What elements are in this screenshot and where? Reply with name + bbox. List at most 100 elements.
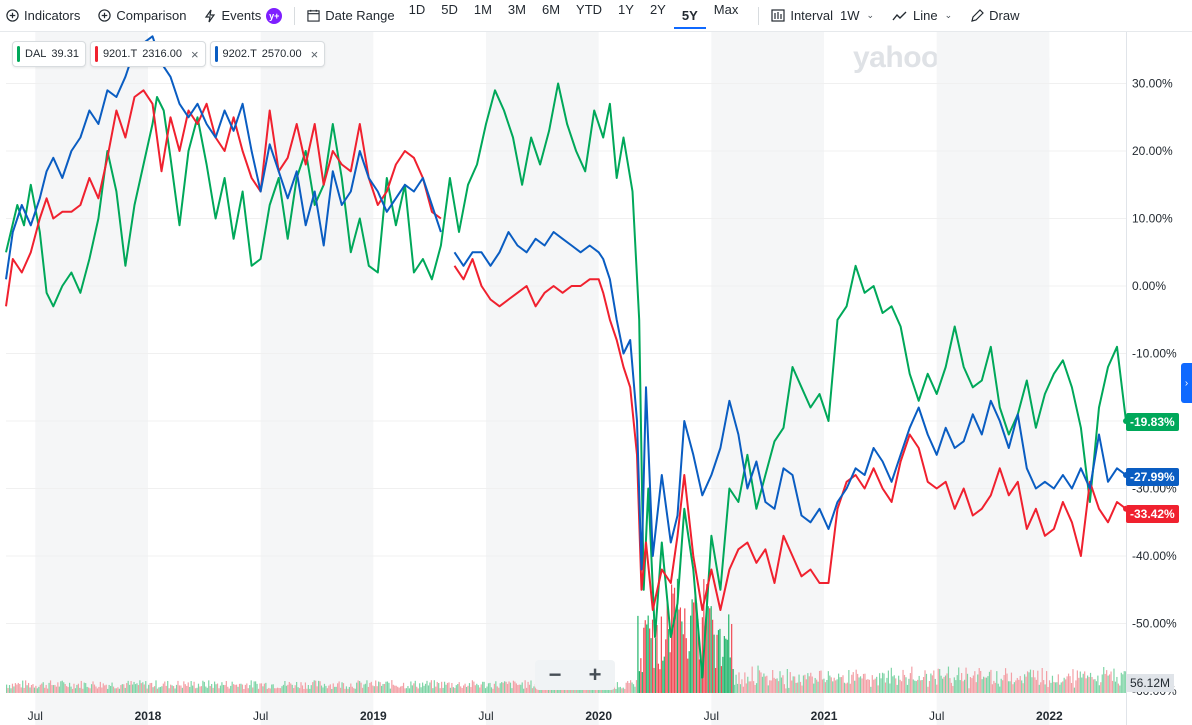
close-icon[interactable]: ×: [190, 46, 199, 62]
volume-bar: [631, 682, 633, 693]
line-type-button[interactable]: Line ⌄: [892, 8, 952, 23]
volume-bar: [385, 681, 387, 693]
volume-bar: [782, 675, 784, 693]
interval-button[interactable]: Interval 1W ⌄: [771, 8, 874, 23]
volume-bar: [79, 687, 81, 693]
range-button-1m[interactable]: 1M: [473, 2, 492, 17]
volume-bar: [124, 687, 126, 693]
volume-bar: [1087, 675, 1089, 693]
volume-bar: [758, 670, 761, 693]
volume-bar: [1072, 669, 1074, 693]
volume-bar: [735, 674, 737, 693]
volume-bar: [486, 686, 488, 693]
volume-bar: [178, 685, 181, 693]
draw-button[interactable]: Draw: [970, 8, 1019, 23]
volume-bar: [1057, 674, 1059, 693]
volume-bar: [77, 683, 79, 693]
volume-bar: [618, 687, 620, 693]
volume-bar: [416, 686, 418, 693]
range-button-3m[interactable]: 3M: [507, 2, 526, 17]
volume-bar: [341, 682, 343, 693]
volume-bar: [1012, 684, 1014, 693]
legend-chip-9202[interactable]: 9202.T 2570.00 ×: [209, 41, 326, 67]
legend-chip-dal[interactable]: DAL 39.31: [12, 41, 86, 67]
volume-bar: [487, 683, 490, 693]
volume-bar: [1051, 675, 1054, 693]
range-button-2y[interactable]: 2Y: [649, 2, 666, 17]
volume-bar: [171, 685, 173, 693]
volume-bar: [338, 681, 340, 693]
indicators-button[interactable]: Indicators: [6, 8, 80, 23]
range-button-5y[interactable]: 5Y: [673, 8, 706, 29]
price-chart[interactable]: 30.00%20.00%10.00%0.00%-10.00%-20.00%-30…: [0, 32, 1192, 725]
volume-bar: [165, 685, 167, 693]
volume-bar: [985, 677, 988, 693]
comparison-button[interactable]: Comparison: [98, 8, 186, 23]
volume-bar: [830, 677, 832, 693]
volume-bar: [228, 688, 230, 693]
volume-bar: [287, 684, 289, 693]
volume-bar: [126, 683, 128, 693]
date-range-label: Date Range: [325, 8, 395, 23]
volume-bar: [662, 660, 664, 693]
date-range-button[interactable]: Date Range: [307, 8, 395, 23]
volume-bar: [1034, 677, 1036, 693]
volume-bar: [457, 684, 459, 693]
volume-bar: [788, 687, 790, 693]
volume-bar: [805, 679, 807, 693]
volume-bar: [769, 680, 771, 693]
volume-bar: [514, 681, 516, 693]
volume-bar: [64, 684, 66, 693]
range-button-5d[interactable]: 5D: [441, 2, 458, 17]
range-button-1y[interactable]: 1Y: [618, 2, 634, 17]
close-icon[interactable]: ×: [310, 46, 319, 62]
x-tick-label: Jul: [704, 709, 719, 723]
period-bands: [35, 32, 1050, 725]
x-tick-label: 2021: [811, 709, 838, 723]
volume-bar: [101, 687, 103, 693]
range-button-1d[interactable]: 1D: [408, 2, 426, 17]
volume-bar: [1032, 670, 1035, 693]
volume-bar: [963, 679, 966, 693]
volume-bar: [528, 684, 531, 693]
volume-bar: [876, 676, 878, 693]
volume-bar: [133, 681, 135, 693]
volume-bar: [10, 688, 12, 693]
volume-bar: [546, 688, 548, 693]
volume-bar: [145, 681, 147, 693]
volume-bar: [445, 684, 447, 693]
range-button-ytd[interactable]: YTD: [576, 2, 603, 17]
x-tick-label: 2022: [1036, 709, 1063, 723]
x-tick-label: 2019: [360, 709, 387, 723]
x-tick-label: Jul: [478, 709, 493, 723]
interval-label: Interval: [790, 8, 833, 23]
chevron-right-icon[interactable]: ›: [1181, 363, 1192, 403]
volume-bar: [92, 681, 94, 693]
volume-bar: [1031, 677, 1033, 693]
zoom-out-button[interactable]: −: [548, 662, 562, 687]
volume-bar: [83, 682, 85, 693]
volume-bar: [1082, 673, 1084, 693]
volume-bar: [225, 681, 227, 693]
volume-bar: [45, 684, 47, 693]
volume-bar: [1111, 680, 1114, 693]
volume-bar: [912, 679, 914, 693]
volume-bar: [966, 673, 969, 693]
series-color-swatch: [214, 46, 218, 62]
volume-bar: [1006, 673, 1008, 693]
range-button-max[interactable]: Max: [713, 2, 739, 17]
legend-chip-9201[interactable]: 9201.T 2316.00 ×: [89, 41, 206, 67]
events-button[interactable]: Events y+: [204, 7, 283, 24]
zoom-in-button[interactable]: +: [588, 662, 602, 687]
volume-bar: [199, 686, 201, 693]
volume-bar: [451, 682, 453, 693]
volume-bar: [370, 681, 372, 693]
range-button-6m[interactable]: 6M: [541, 2, 561, 17]
volume-bar: [501, 682, 503, 693]
volume-bar: [990, 669, 992, 693]
volume-bar: [961, 673, 963, 693]
volume-bar: [474, 685, 476, 693]
volume-bar: [791, 680, 793, 693]
volume-bar: [773, 677, 775, 693]
volume-bar: [858, 677, 860, 693]
